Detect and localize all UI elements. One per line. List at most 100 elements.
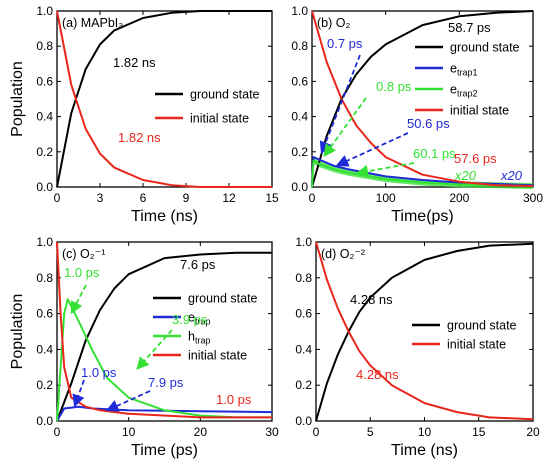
panel-a-annotation-label: 1.82 ns: [118, 130, 161, 145]
panel-b-legend-label-sub: trap2: [457, 89, 478, 99]
panel-c-legend-label: ground state: [188, 292, 258, 306]
panel-d-annotation-label: 4.28 ns: [356, 367, 399, 382]
panel-d-y-tick-label: 0.2: [295, 378, 312, 392]
panel-a-y-axis-label: Population: [9, 61, 26, 137]
panel-c-legend-label-sub: trap: [195, 317, 211, 327]
panel-b-x-tick-label: 100: [376, 191, 396, 205]
panel-c-legend-label: etrap: [188, 311, 210, 327]
panel-b-legend-label: etrap1: [450, 62, 477, 78]
panel-c-legend-label-main: e: [188, 311, 195, 325]
panel-c-legend-label-sub: trap: [195, 336, 211, 346]
panel-b-annotation-label: 0.7 ps: [327, 36, 363, 51]
panel-c-annotation-label: 7.9 ps: [148, 375, 184, 390]
panel-b-x-axis-label: Time(ps): [391, 208, 454, 225]
panel-c-y-tick-label: 0.6: [36, 307, 53, 321]
panel-d-y-tick-label: 0.0: [295, 414, 312, 428]
panel-c: 0.0 0.2 0.4 0.6 0.8 1.0 0 10 20 30 Time (ps) Popula…: [9, 235, 279, 459]
panel-b-legend-label-main: e: [450, 62, 457, 76]
panel-a-y-tick-label: 0.2: [36, 145, 53, 159]
panel-c-y-tick-label: 0.0: [36, 414, 53, 428]
panel-a-y-tick-label: 0.4: [36, 110, 53, 124]
panel-b-annotation-label: x20: [500, 168, 523, 183]
panel-b-legend-label: ground state: [450, 41, 520, 55]
panel-a-annotation-label: 1.82 ns: [113, 55, 156, 70]
panel-d-x-tick-label: 15: [472, 425, 486, 439]
panel-b-annotation-label: 0.8 ps: [376, 79, 412, 94]
panel-d-y-tick-label: 0.6: [295, 307, 312, 321]
panel-d-legend-label-main: ground state: [447, 319, 517, 333]
panel-c-series-line: [56, 251, 272, 422]
panel-b-y-tick-label: 1.0: [291, 4, 308, 18]
panel-c-legend-label: initial state: [188, 349, 247, 363]
panel-b-series-line: [311, 10, 534, 188]
panel-b: 0.0 0.2 0.4 0.6 0.8 1.0 0 100 200 300 Time(ps) (b) …: [291, 4, 543, 225]
panel-b-legend-label-main: ground state: [450, 41, 520, 55]
panel-c-legend-label-main: initial state: [188, 349, 247, 363]
panel-b-annotation-label: 58.7 ps: [448, 20, 491, 35]
panel-b-title: (b) O₂: [317, 16, 350, 30]
panel-b-annotation-label: 60.1 ps: [413, 146, 456, 161]
panel-b-series-line: [311, 159, 534, 188]
panel-a-x-tick-label: 6: [140, 191, 147, 205]
panel-a-legend-label: ground state: [190, 88, 260, 102]
panel-c-x-tick-label: 10: [122, 425, 136, 439]
panel-a-x-tick-label: 9: [183, 191, 190, 205]
panel-c-series-line: [56, 241, 272, 419]
panel-a-x-tick-label: 15: [265, 191, 279, 205]
panel-a-y-tick-label: 0.0: [36, 180, 53, 194]
panel-b-annotation-arrow: [355, 162, 415, 178]
panel-c-annotation-label: 1.0 ps: [81, 365, 117, 380]
panel-a-title: (a) MAPbI₃: [62, 16, 123, 30]
panel-d-x-tick-label: 0: [313, 425, 320, 439]
panel-b-series-line: [311, 10, 534, 188]
panel-a-axes-frame: [56, 10, 273, 188]
panel-c-annotation-arrow: [136, 329, 173, 370]
panel-b-legend-label-sub: trap1: [457, 68, 478, 78]
panel-b-legend-label-main: initial state: [450, 104, 509, 118]
panel-b-y-tick-label: 0.2: [291, 145, 308, 159]
panel-d-series-line: [315, 242, 534, 422]
panel-a-legend-label-main: initial state: [190, 112, 249, 126]
panel-c-annotation-arrow: [105, 390, 151, 412]
panel-b-legend-label: initial state: [450, 104, 509, 118]
panel-b-trap2-noise-band: [312, 157, 533, 190]
panel-b-annotation-arrow: [323, 97, 367, 158]
panel-d-x-axis-label: Time (ns): [391, 442, 458, 459]
panel-c-series-line: [56, 298, 272, 422]
panel-b-series-line: [311, 156, 534, 188]
panel-a-y-tick-label: 0.8: [36, 39, 53, 53]
panel-d-x-tick-label: 5: [367, 425, 374, 439]
panel-c-annotation-label: 1.0 ps: [64, 265, 100, 280]
panel-a-y-tick-label: 0.6: [36, 74, 53, 88]
panel-b-y-tick-label: 0.6: [291, 74, 308, 88]
panel-d-x-tick-label: 10: [418, 425, 432, 439]
panel-b-y-tick-label: 0.0: [291, 180, 308, 194]
panel-d-legend-label: ground state: [447, 319, 517, 333]
panel-b-annotation-arrow: [319, 54, 361, 155]
panel-a-series-line: [56, 10, 272, 188]
panel-d-annotation-label: 4.28 ns: [350, 292, 393, 307]
panel-b-legend-label: etrap2: [450, 83, 477, 99]
panel-d-title: (d) O₂⁻²: [321, 247, 365, 261]
panel-c-annotation-arrow: [72, 379, 85, 408]
panel-d: 0.0 0.2 0.4 0.6 0.8 1.0 0 5 10 15 20 Time (ns) (d) O…: [295, 235, 540, 459]
panel-b-annotation-label: 50.6 ps: [407, 116, 450, 131]
panel-c-y-tick-label: 0.8: [36, 271, 53, 285]
panel-a-legend-label: initial state: [190, 112, 249, 126]
panel-a-series-line: [56, 10, 272, 188]
panel-b-x-tick-label: 300: [523, 191, 543, 205]
panel-c-series-line: [56, 405, 273, 422]
panel-a: 0.0 0.2 0.4 0.6 0.8 1.0 0 3 6 9 12 15 Time (ns) Popul…: [9, 4, 279, 225]
panel-a-x-axis-label: Time (ns): [131, 208, 198, 225]
panel-b-legend-label-main: e: [450, 83, 457, 97]
panel-c-y-tick-label: 0.4: [36, 342, 53, 356]
panel-a-x-tick-label: 3: [97, 191, 104, 205]
panel-b-annotation-label: 57.6 ps: [454, 151, 497, 166]
panel-d-x-tick-label: 20: [526, 425, 540, 439]
panel-c-axes-frame: [56, 241, 273, 422]
panel-c-x-axis-label: Time (ps): [131, 442, 198, 459]
panel-c-annotation-label: 1.0 ps: [216, 392, 252, 407]
panel-b-y-tick-label: 0.4: [291, 110, 308, 124]
